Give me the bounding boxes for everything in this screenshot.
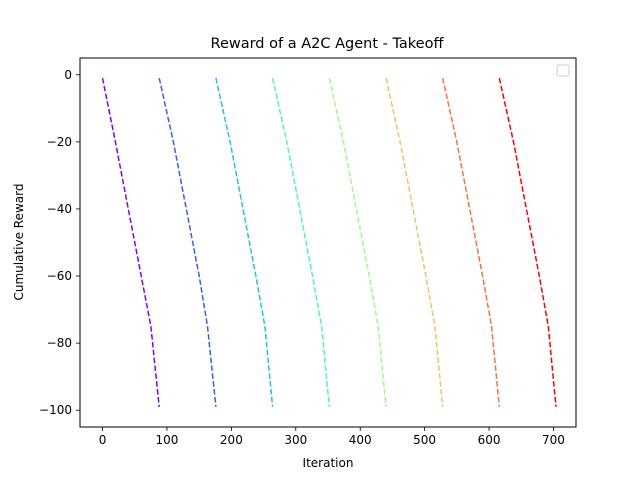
y-tick-label: −100 <box>39 403 72 417</box>
series-line-6 <box>385 77 444 407</box>
x-tick-label: 200 <box>220 433 243 447</box>
x-tick-label: 300 <box>284 433 307 447</box>
y-tick-label: −60 <box>47 269 72 283</box>
x-tick-label: 500 <box>413 433 436 447</box>
y-tick-label: 0 <box>64 68 72 82</box>
plot-area <box>79 57 577 428</box>
plot-frame <box>79 57 577 428</box>
legend <box>556 64 570 77</box>
y-axis: 0 −20 −40 −60 −80 −100 <box>39 68 80 417</box>
series-line-1 <box>101 77 160 407</box>
x-axis-label: Iteration <box>303 456 354 470</box>
x-tick-label: 600 <box>478 433 501 447</box>
y-axis-label: Cumulative Reward <box>12 184 26 301</box>
y-tick-label: −20 <box>47 135 72 149</box>
series-line-3 <box>215 77 274 407</box>
x-tick-label: 400 <box>349 433 372 447</box>
series-line-2 <box>158 77 217 407</box>
y-tick-label: −80 <box>47 336 72 350</box>
series-line-5 <box>328 77 387 407</box>
chart-title: Reward of a A2C Agent - Takeoff <box>211 36 445 52</box>
series-line-7 <box>441 77 501 407</box>
x-tick-label: 100 <box>156 433 179 447</box>
series-line-4 <box>271 77 331 407</box>
x-tick-label: 0 <box>99 433 107 447</box>
x-tick-label: 700 <box>542 433 565 447</box>
series-line-8 <box>498 77 557 407</box>
y-tick-label: −40 <box>47 202 72 216</box>
series-layer <box>101 77 557 407</box>
x-axis: 0 100 200 300 400 500 600 700 <box>99 427 565 447</box>
legend-box <box>556 64 570 77</box>
